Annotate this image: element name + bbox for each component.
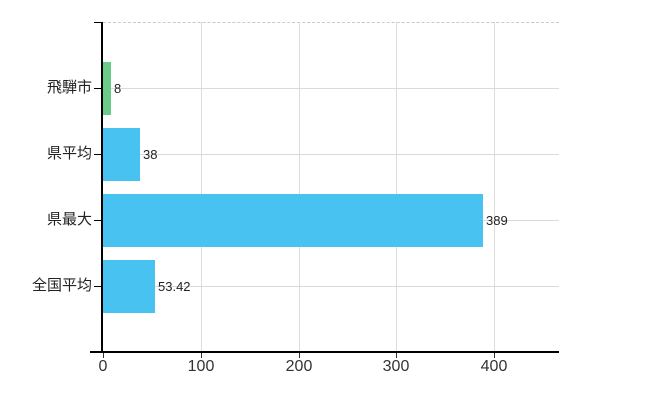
category-label: 飛騨市 <box>46 79 92 96</box>
plot-top-border <box>103 22 559 23</box>
bar-value-label: 38 <box>143 147 158 162</box>
bar-3 <box>103 260 155 313</box>
x-tick-label: 100 <box>187 358 215 375</box>
bar-0 <box>103 62 111 115</box>
vertical-gridline <box>494 22 495 352</box>
vertical-gridline <box>201 22 202 352</box>
y-axis-top-tick <box>94 22 102 23</box>
y-axis-tick <box>94 154 102 155</box>
x-axis-tick <box>396 353 397 358</box>
bar-1 <box>103 128 140 181</box>
y-axis-tick <box>94 88 102 89</box>
x-axis-tick <box>103 353 104 358</box>
category-label: 県平均 <box>46 145 92 162</box>
horizontal-gridline <box>103 154 559 155</box>
vertical-gridline <box>299 22 300 352</box>
bar-value-label: 53.42 <box>158 279 191 294</box>
y-axis-tick <box>94 286 102 287</box>
x-tick-label: 400 <box>480 358 508 375</box>
bar-value-label: 389 <box>486 213 508 228</box>
y-axis-tick <box>94 220 102 221</box>
x-axis-tick <box>494 353 495 358</box>
horizontal-gridline <box>103 88 559 89</box>
x-tick-label: 0 <box>98 358 108 375</box>
x-axis-tick <box>299 353 300 358</box>
category-label: 県最大 <box>46 211 92 228</box>
bar-2 <box>103 194 483 247</box>
x-axis-line <box>90 351 559 353</box>
category-label: 全国平均 <box>31 277 92 294</box>
bar-value-label: 8 <box>114 81 122 96</box>
horizontal-gridline <box>103 286 559 287</box>
x-tick-label: 300 <box>382 358 410 375</box>
x-axis-tick <box>201 353 202 358</box>
x-tick-label: 200 <box>285 358 313 375</box>
y-axis-line <box>101 22 103 352</box>
vertical-gridline <box>396 22 397 352</box>
